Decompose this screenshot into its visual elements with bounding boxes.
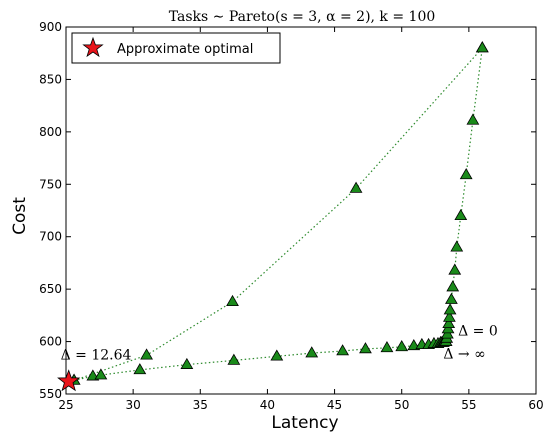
data-point [395,340,409,352]
data-point [270,349,284,361]
legend-box [71,32,281,64]
y-tick-label: 900 [39,20,62,34]
annotation-label: Δ = 12.64 [61,347,132,363]
y-tick-label: 800 [39,125,62,139]
data-point [94,368,108,380]
data-point [450,240,464,252]
y-axis-label: Cost [10,197,30,235]
y-tick-label: 600 [39,335,62,349]
y-tick-label: 750 [39,177,62,191]
x-tick-label: 55 [461,398,476,412]
y-tick-label: 700 [39,230,62,244]
optimal-star-marker [57,369,81,392]
data-point [446,280,460,292]
annotation-label: Δ → ∞ [443,346,485,362]
data-point [349,181,363,193]
plot-area-border [65,26,537,395]
legend-star-shape [82,36,104,58]
plot-frame [65,26,537,395]
x-axis-ticks: 25 30 35 40 45 50 55 60 [58,27,544,412]
data-point [454,208,468,221]
x-tick-label: 30 [126,398,141,412]
x-axis-label: Latency [271,413,338,433]
y-tick-label: 650 [39,282,62,296]
data-point [443,303,457,315]
legend-star-icon [82,36,104,58]
legend: Approximate optimal [71,32,281,64]
x-tick-label: 50 [394,398,409,412]
y-axis-ticks: 550 600 650 700 750 800 850 900 [39,20,536,401]
data-point [459,168,473,180]
data-point [180,357,194,369]
data-point [133,363,147,375]
data-point [380,341,394,353]
data-point [448,263,462,275]
data-point [226,294,239,307]
y-tick-label: 550 [39,387,62,401]
optimal-marker-layer [57,369,81,392]
series-line-2 [73,47,483,381]
annotations: Δ = 12.64 Δ = 0 Δ → ∞ [61,323,498,363]
data-point [336,344,350,356]
data-point [442,316,456,329]
data-point [305,346,319,358]
series-layer [67,41,489,385]
data-point [445,292,458,304]
x-tick-label: 25 [58,398,73,412]
annotation-label: Δ = 0 [458,323,498,339]
x-tick-label: 40 [260,398,275,412]
data-point [227,353,241,365]
data-point [442,310,456,322]
x-tick-label: 35 [193,398,208,412]
y-tick-label: 850 [39,72,62,86]
x-tick-label: 60 [528,398,543,412]
chart-title: Tasks ∼ Pareto(s = 3, α = 2), k = 100 [169,9,436,25]
legend-label: Approximate optimal [117,42,253,57]
data-point [466,113,480,125]
data-point [359,342,372,354]
data-point [140,348,153,360]
data-point [475,41,489,53]
x-tick-label: 45 [327,398,342,412]
